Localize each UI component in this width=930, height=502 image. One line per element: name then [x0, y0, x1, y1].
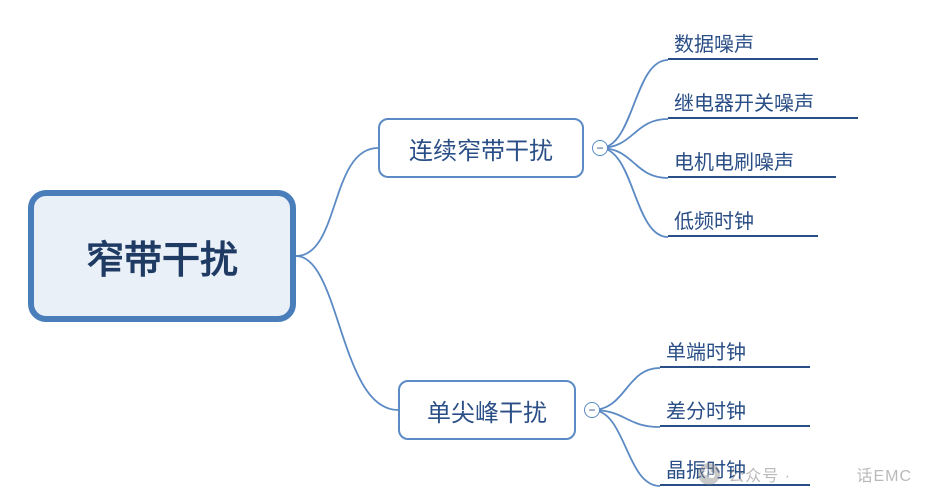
collapse-toggle-continuous[interactable]: − [592, 140, 608, 156]
leaf-label: 单端时钟 [666, 336, 746, 365]
leaf-label: 差分时钟 [666, 395, 746, 424]
branch-node-continuous[interactable]: 连续窄带干扰 [378, 118, 584, 178]
collapse-toggle-single-spike[interactable]: − [584, 402, 600, 418]
leaf-data-noise[interactable]: 数据噪声 [668, 26, 818, 60]
branch-label: 单尖峰干扰 [427, 393, 547, 428]
leaf-low-freq-clock[interactable]: 低频时钟 [668, 203, 818, 237]
branch-label: 连续窄带干扰 [409, 131, 553, 166]
leaf-label: 继电器开关噪声 [674, 87, 814, 116]
leaf-crystal-oscillator-clock[interactable]: 晶振时钟 [660, 452, 810, 486]
leaf-label: 晶振时钟 [666, 454, 746, 483]
leaf-relay-switch-noise[interactable]: 继电器开关噪声 [668, 85, 858, 119]
leaf-label: 低频时钟 [674, 205, 754, 234]
leaf-motor-brush-noise[interactable]: 电机电刷噪声 [668, 144, 836, 178]
minus-icon: − [596, 142, 603, 154]
root-node[interactable]: 窄带干扰 [28, 190, 296, 322]
root-label: 窄带干扰 [86, 229, 238, 284]
branch-node-single-spike[interactable]: 单尖峰干扰 [398, 380, 576, 440]
minus-icon: − [588, 404, 595, 416]
leaf-label: 电机电刷噪声 [674, 146, 794, 175]
leaf-differential-clock[interactable]: 差分时钟 [660, 393, 810, 427]
leaf-label: 数据噪声 [674, 28, 754, 57]
leaf-single-ended-clock[interactable]: 单端时钟 [660, 334, 810, 368]
